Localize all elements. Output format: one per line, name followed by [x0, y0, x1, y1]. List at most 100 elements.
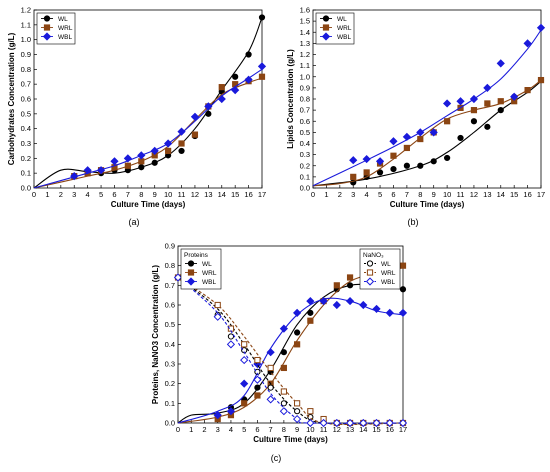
y-tick-label: 0.8: [21, 65, 31, 74]
x-tick-label: 7: [405, 190, 409, 199]
data-point: [83, 166, 92, 175]
y-tick-label: 0.6: [21, 95, 31, 104]
series-wbl: [312, 23, 546, 187]
data-point: [293, 414, 302, 424]
data-point: [332, 300, 341, 310]
y-tick-label: 0.4: [165, 340, 175, 349]
data-point: [417, 135, 424, 143]
legend-title: Proteins: [184, 252, 209, 259]
data-point: [218, 84, 225, 91]
y-tick-label: 0.1: [300, 172, 310, 181]
data-point: [191, 131, 199, 138]
legend-box: [180, 248, 222, 290]
data-point: [226, 340, 236, 349]
data-point: [254, 356, 261, 364]
y-tick-label: 0.7: [165, 281, 175, 290]
x-tick-label: 1: [45, 190, 49, 199]
legend-entry: WL: [381, 261, 391, 268]
data-point: [244, 75, 253, 84]
x-tick-label: 5: [99, 190, 103, 199]
data-point: [332, 418, 341, 428]
x-tick-label: 5: [378, 190, 382, 199]
data-point: [385, 418, 394, 428]
data-point: [390, 165, 397, 173]
x-axis-title: Culture Time (days): [253, 435, 328, 444]
chart-panel-c: 0 1 2 3 4 5 6 7 8 9 10 11 12 13 14 15 16 170.00.10.20.30.…: [151, 242, 407, 464]
x-tick-label: 16: [523, 190, 531, 199]
legend-entry: WBL: [337, 34, 351, 41]
y-tick-label: 0.4: [300, 139, 310, 148]
data-point: [240, 355, 249, 365]
plot-frame: [177, 245, 404, 424]
x-tick-label: 0: [32, 190, 36, 199]
y-tick-label: 0.9: [165, 242, 175, 251]
data-point: [523, 39, 532, 48]
data-point: [346, 282, 354, 289]
y-tick-label: 1.1: [21, 20, 31, 29]
data-point: [536, 23, 546, 32]
x-tick-label: 7: [269, 425, 273, 434]
x-tick-label: 13: [346, 425, 354, 434]
x-tick-label: 5: [242, 425, 246, 434]
x-tick-label: 10: [164, 190, 172, 199]
y-tick-label: 0.8: [300, 95, 310, 104]
data-point: [231, 85, 240, 95]
legend-entry: WBL: [202, 279, 216, 286]
fit-line: [33, 68, 263, 189]
data-point: [258, 73, 266, 80]
legend-entry: WL: [58, 16, 68, 23]
data-point: [403, 144, 410, 152]
data-point: [173, 273, 183, 282]
y-tick-label: 0.0: [21, 184, 31, 193]
data-point: [151, 159, 158, 166]
data-point: [483, 83, 492, 92]
data-point: [429, 128, 438, 137]
data-point: [399, 286, 407, 293]
fit-line: [177, 267, 404, 424]
series-wl-proteins: [177, 282, 407, 424]
y-tick-label: 1.6: [300, 6, 310, 15]
x-tick-label: 1: [324, 190, 328, 199]
y-tick-label: 0.1: [165, 399, 175, 408]
y-tick-label: 1.0: [300, 72, 310, 81]
data-point: [307, 317, 314, 324]
data-point: [443, 99, 452, 108]
legend-entry: WBL: [58, 34, 72, 41]
data-point: [217, 94, 226, 104]
data-point: [124, 162, 131, 169]
y-tick-label: 0.0: [165, 419, 175, 428]
x-tick-label: 10: [306, 425, 314, 434]
data-point: [137, 151, 146, 160]
data-point: [372, 304, 381, 314]
data-point: [266, 395, 275, 404]
data-point: [390, 152, 397, 159]
legend: NaNO₃ WL WRL WBL: [359, 248, 401, 290]
x-tick-label: 4: [86, 190, 90, 199]
data-point: [398, 308, 408, 317]
legend-marker: [43, 15, 51, 22]
y-tick-label: 0.9: [21, 50, 31, 59]
x-tick-label: 11: [320, 425, 328, 434]
data-point: [376, 169, 384, 176]
x-tick-label: 8: [418, 190, 422, 199]
x-tick-label: 17: [399, 425, 407, 434]
data-point: [306, 296, 315, 306]
legend-entry: WRL: [381, 270, 396, 277]
legend-marker: [43, 24, 51, 31]
legend-marker: [322, 24, 330, 31]
data-point: [254, 384, 261, 391]
y-tick-label: 0.3: [300, 150, 310, 159]
x-tick-label: 8: [139, 190, 143, 199]
panel-label: (c): [271, 453, 282, 463]
x-tick-label: 8: [282, 425, 286, 434]
data-point: [245, 51, 252, 58]
data-point: [333, 282, 340, 289]
data-point: [164, 139, 173, 148]
data-point: [359, 300, 368, 310]
data-point: [469, 94, 479, 104]
data-point: [177, 127, 186, 136]
y-tick-label: 0.7: [21, 80, 31, 89]
y-tick-label: 1.5: [300, 17, 310, 26]
data-point: [267, 384, 274, 391]
